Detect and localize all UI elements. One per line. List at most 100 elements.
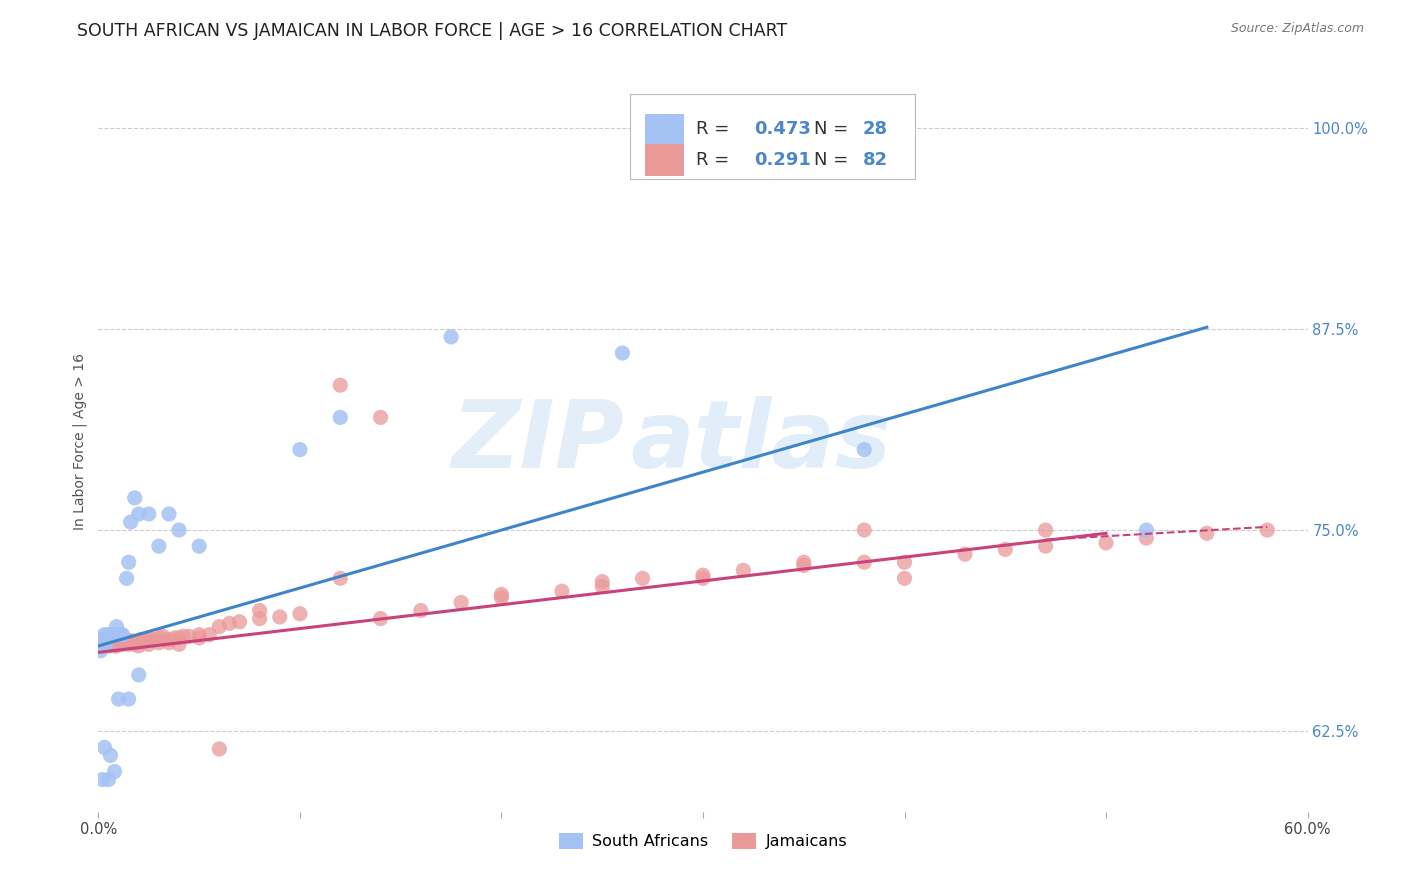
- Point: [370, 410, 392, 425]
- Point: [148, 539, 170, 553]
- Point: [1195, 526, 1218, 541]
- Y-axis label: In Labor Force | Age > 16: In Labor Force | Age > 16: [73, 353, 87, 530]
- Point: [167, 631, 190, 645]
- Point: [692, 571, 714, 585]
- FancyBboxPatch shape: [645, 145, 683, 176]
- Point: [179, 629, 201, 643]
- Point: [93, 639, 115, 653]
- Point: [157, 632, 180, 647]
- Point: [97, 637, 120, 651]
- Point: [111, 636, 134, 650]
- Point: [148, 631, 170, 645]
- Point: [793, 555, 815, 569]
- Point: [103, 764, 125, 779]
- Point: [409, 603, 432, 617]
- Point: [89, 637, 111, 651]
- Point: [1135, 523, 1157, 537]
- Point: [288, 442, 311, 457]
- Point: [115, 636, 138, 650]
- Point: [138, 637, 160, 651]
- Point: [91, 636, 114, 650]
- Point: [103, 628, 125, 642]
- Point: [853, 523, 876, 537]
- Point: [157, 507, 180, 521]
- Point: [450, 595, 472, 609]
- Point: [89, 644, 111, 658]
- Point: [107, 637, 129, 651]
- Point: [101, 637, 124, 651]
- Point: [96, 636, 118, 650]
- Point: [118, 634, 141, 648]
- Point: [172, 629, 194, 643]
- Point: [188, 628, 211, 642]
- Text: ZIP: ZIP: [451, 395, 624, 488]
- Point: [93, 628, 115, 642]
- Text: N =: N =: [814, 120, 855, 138]
- Point: [125, 636, 148, 650]
- Point: [188, 631, 211, 645]
- Point: [132, 632, 155, 647]
- Point: [97, 772, 120, 787]
- Point: [105, 639, 128, 653]
- Point: [1035, 539, 1057, 553]
- Point: [128, 668, 150, 682]
- FancyBboxPatch shape: [630, 94, 915, 178]
- Point: [163, 631, 186, 645]
- Text: atlas: atlas: [630, 395, 891, 488]
- Point: [93, 636, 115, 650]
- Point: [128, 636, 150, 650]
- Point: [1035, 523, 1057, 537]
- Point: [370, 611, 392, 625]
- Point: [103, 637, 125, 651]
- Point: [93, 740, 115, 755]
- Point: [107, 628, 129, 642]
- Point: [138, 631, 160, 645]
- Point: [893, 571, 915, 585]
- Text: R =: R =: [696, 120, 735, 138]
- Point: [249, 603, 271, 617]
- Point: [118, 692, 141, 706]
- Point: [91, 772, 114, 787]
- Point: [91, 636, 114, 650]
- Point: [97, 628, 120, 642]
- Point: [118, 637, 141, 651]
- Point: [440, 330, 463, 344]
- Point: [208, 742, 231, 756]
- Point: [100, 748, 122, 763]
- Point: [269, 610, 291, 624]
- Text: SOUTH AFRICAN VS JAMAICAN IN LABOR FORCE | AGE > 16 CORRELATION CHART: SOUTH AFRICAN VS JAMAICAN IN LABOR FORCE…: [77, 22, 787, 40]
- Point: [128, 507, 150, 521]
- Point: [148, 636, 170, 650]
- Point: [953, 547, 976, 561]
- Point: [132, 636, 155, 650]
- Point: [491, 587, 513, 601]
- Point: [129, 632, 152, 647]
- Point: [111, 628, 134, 642]
- Point: [100, 637, 122, 651]
- Point: [142, 632, 165, 647]
- Point: [124, 637, 146, 651]
- Point: [101, 636, 124, 650]
- Point: [120, 515, 142, 529]
- Point: [228, 615, 250, 629]
- Point: [134, 632, 156, 647]
- Point: [893, 555, 915, 569]
- Point: [218, 616, 240, 631]
- Point: [249, 611, 271, 625]
- Point: [1135, 531, 1157, 545]
- Point: [115, 571, 138, 585]
- Point: [114, 636, 136, 650]
- Point: [101, 628, 124, 642]
- Point: [100, 636, 122, 650]
- Point: [110, 628, 132, 642]
- Text: Source: ZipAtlas.com: Source: ZipAtlas.com: [1230, 22, 1364, 36]
- Point: [105, 636, 128, 650]
- Point: [853, 442, 876, 457]
- Text: 82: 82: [863, 151, 887, 169]
- Point: [612, 346, 634, 360]
- Text: R =: R =: [696, 151, 735, 169]
- Point: [692, 568, 714, 582]
- Point: [329, 571, 352, 585]
- Point: [157, 636, 180, 650]
- Point: [994, 542, 1017, 557]
